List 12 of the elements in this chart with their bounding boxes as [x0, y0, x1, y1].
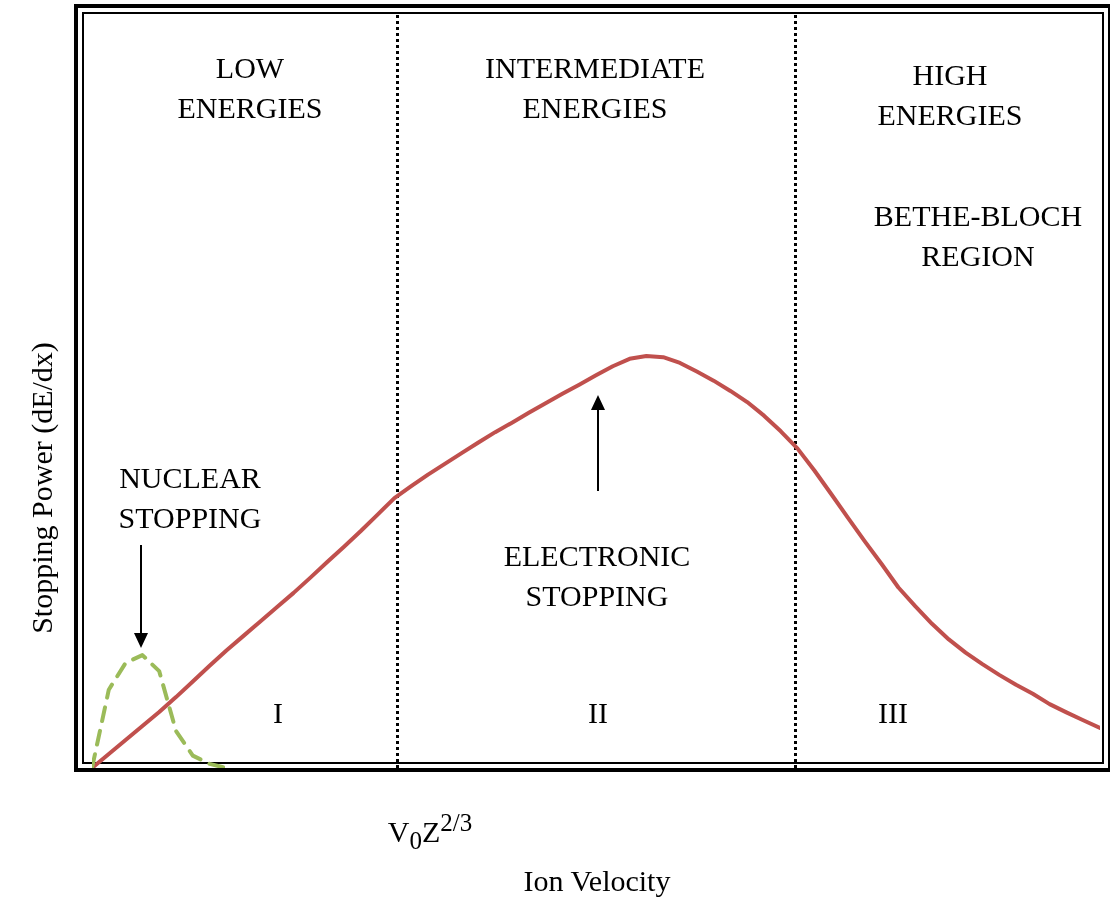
- annotation: II: [587, 695, 609, 731]
- annotation: III: [877, 695, 909, 731]
- annotation: I: [272, 695, 284, 731]
- text: HIGH ENERGIES: [876, 57, 1024, 133]
- text: V$_{0}$Z$^{2/3}$: [386, 808, 474, 856]
- y-axis-title: Stopping Power (dE/dx): [24, 341, 59, 636]
- text: LOW ENERGIES: [176, 50, 324, 126]
- annotation: NUCLEAR STOPPING: [117, 460, 263, 536]
- x-axis-title: Ion Velocity: [522, 863, 672, 899]
- text: INTERMEDIATE ENERGIES: [484, 50, 706, 126]
- annotation: ELECTRONIC STOPPING: [502, 538, 692, 614]
- text: BETHE-BLOCH REGION: [872, 198, 1084, 274]
